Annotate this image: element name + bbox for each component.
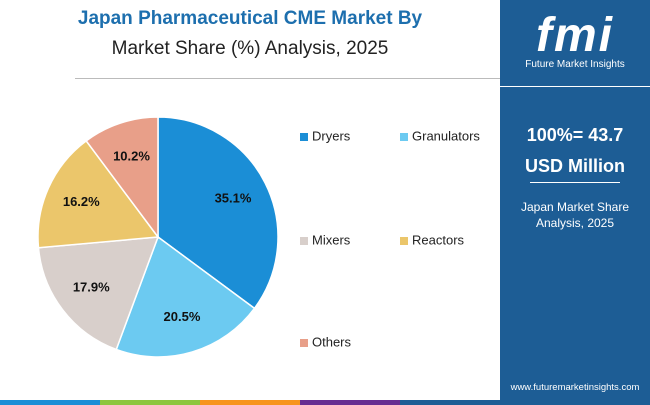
pie-slice (37, 139, 160, 249)
legend-swatch (300, 133, 308, 141)
legend-swatch (400, 237, 408, 245)
chart-title: Japan Pharmaceutical CME Market By (77, 8, 423, 29)
chart-subtitle: Market Share (%) Analysis, 2025 (111, 38, 389, 59)
website: www.futuremarketinsights.com (510, 382, 640, 393)
legend-swatch (300, 339, 308, 347)
legend-swatch (300, 237, 308, 245)
total: 100%= 43.7 (526, 125, 624, 145)
data-label: 20.5% (164, 309, 201, 324)
legend-label: Granulators (412, 128, 480, 143)
pie-slice (85, 116, 159, 240)
legend-label: Reactors (412, 232, 465, 247)
stripe (300, 400, 400, 405)
stripe (200, 400, 300, 405)
data-label: 17.9% (73, 279, 110, 294)
data-label: 10.2% (113, 149, 150, 164)
divider (530, 182, 620, 183)
unit: USD Million (525, 156, 625, 176)
pie-slice (157, 116, 279, 310)
data-label: 16.2% (63, 194, 100, 209)
stripe (100, 400, 200, 405)
logo: fmi (536, 9, 614, 62)
legend-swatch (400, 133, 408, 141)
divider (75, 78, 500, 79)
stripe (400, 400, 500, 405)
caption: Japan Market Share Analysis, 2025 (520, 200, 630, 230)
divider (500, 86, 650, 87)
legend-label: Others (312, 334, 352, 349)
data-label: 35.1% (215, 191, 252, 206)
stripe (0, 400, 100, 405)
pie-slice (37, 236, 160, 351)
brand: Future Market Insights (525, 59, 625, 70)
sidebar: fmi Future Market Insights 100%= 43.7 US… (500, 0, 650, 405)
chart: 35.1% 20.5% 17.9% 16.2% 10.2% Dryers Granulato… (0, 116, 500, 405)
legend-label: Mixers (312, 232, 351, 247)
legend-label: Dryers (312, 128, 351, 143)
pie-slice (115, 235, 256, 358)
